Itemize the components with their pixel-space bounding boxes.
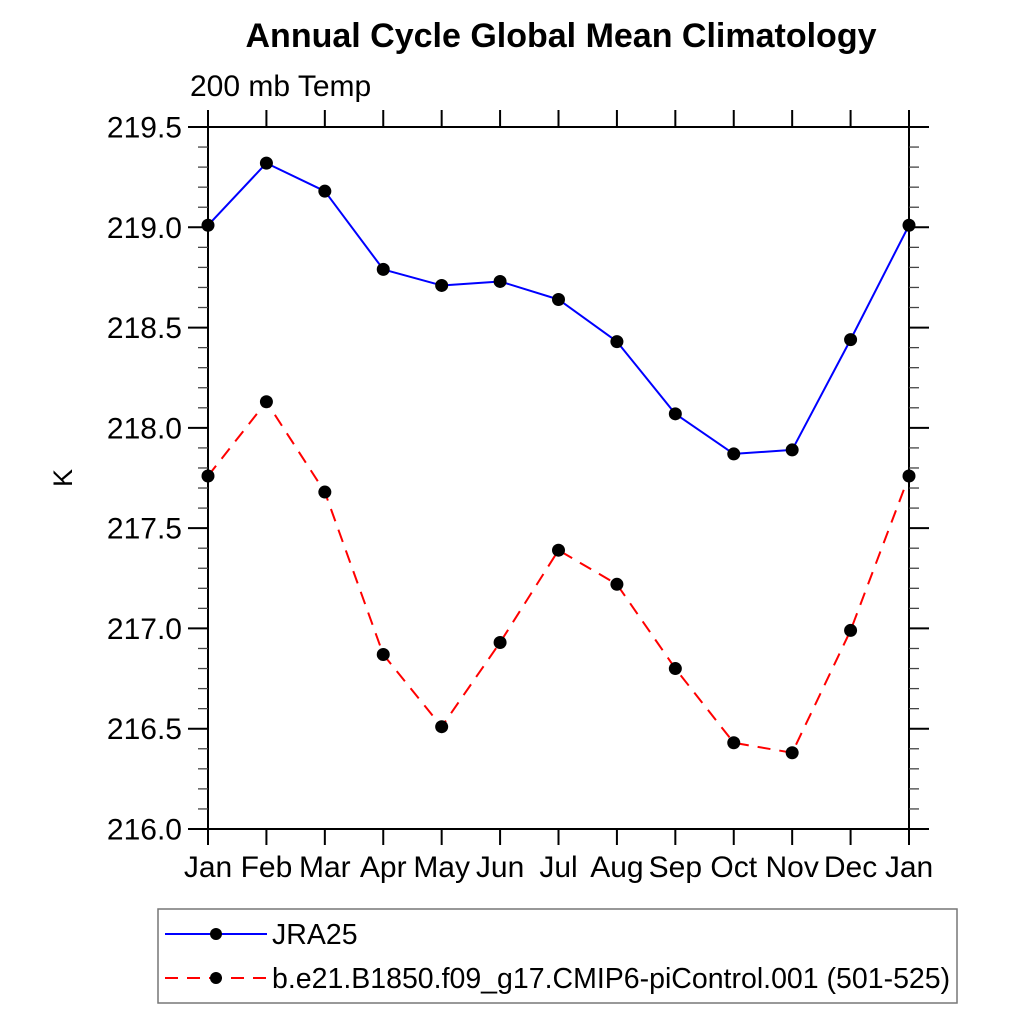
x-month-label: Mar (299, 851, 351, 884)
data-point-marker (844, 623, 858, 637)
x-month-label: Apr (360, 851, 407, 884)
data-point-marker (902, 218, 916, 232)
data-point-marker (201, 218, 215, 232)
data-point-marker (785, 746, 799, 760)
x-month-label: Jul (539, 851, 577, 884)
data-point-marker (376, 262, 390, 276)
data-point-marker (552, 292, 565, 306)
data-point-marker (610, 577, 624, 591)
legend-box (157, 908, 958, 1004)
x-month-label: Oct (710, 851, 757, 884)
data-point-marker (259, 395, 273, 409)
data-point-marker (201, 469, 215, 483)
series-line-1 (207, 162, 910, 455)
x-month-label: Nov (765, 851, 818, 884)
y-tick-label: 216.5 (107, 713, 182, 746)
data-point-marker (844, 333, 858, 347)
chart-title: Annual Cycle Global Mean Climatology (246, 17, 877, 55)
y-tick-label: 216.0 (107, 814, 182, 847)
plot-frame (207, 126, 910, 830)
data-point-marker (318, 184, 332, 198)
x-month-label: Dec (824, 851, 877, 884)
x-month-label: Aug (590, 851, 643, 884)
data-point-marker (727, 736, 741, 750)
legend-marker (210, 928, 222, 940)
data-series (201, 156, 916, 760)
data-point-marker (668, 407, 682, 421)
data-point-marker (318, 485, 332, 499)
data-point-marker (259, 156, 273, 170)
y-axis-ticks: 216.0 216.5 217.0 217.5 218.0 218.5 219.0 219.5 (107, 112, 929, 847)
y-tick-label: 218.0 (107, 412, 182, 445)
data-point-marker (552, 543, 565, 557)
series-line-2 (207, 400, 910, 754)
data-point-marker (785, 443, 799, 457)
data-point-marker (902, 469, 916, 483)
x-month-label: May (413, 851, 470, 884)
y-tick-label: 217.0 (107, 613, 182, 646)
legend-label: b.e21.B1850.f09_g17.CMIP6-piControl.001 … (272, 963, 950, 995)
legend-label: JRA25 (272, 919, 358, 951)
y-tick-label: 217.5 (107, 513, 182, 546)
y-tick-label: 219.5 (107, 112, 182, 145)
y-tick-label: 218.5 (107, 312, 182, 345)
data-point-marker (610, 335, 624, 349)
data-point-marker (727, 447, 741, 461)
chart-subtitle: 200 mb Temp (190, 70, 371, 103)
data-point-marker (493, 274, 507, 288)
x-month-label: Jan (184, 851, 232, 884)
data-point-marker (668, 662, 682, 676)
x-month-label: Sep (649, 851, 702, 884)
data-point-marker (376, 648, 390, 662)
x-month-label: Feb (241, 851, 293, 884)
y-tick-label: 219.0 (107, 212, 182, 245)
x-month-label: Jun (476, 851, 524, 884)
x-month-label: Jan (885, 851, 933, 884)
data-point-marker (435, 720, 449, 734)
data-point-marker (493, 635, 507, 649)
legend-marker (210, 972, 222, 984)
y-axis-label: K (48, 469, 78, 487)
legend: JRA25 b.e21.B1850.f09_g17.CMIP6-piControl… (157, 908, 958, 1004)
x-axis-ticks: Jan Feb Mar Apr May Jun Jul Aug Sep Oct Nov Dec Jan (184, 110, 933, 884)
data-point-marker (435, 278, 449, 292)
plot-frame-border (207, 126, 910, 830)
